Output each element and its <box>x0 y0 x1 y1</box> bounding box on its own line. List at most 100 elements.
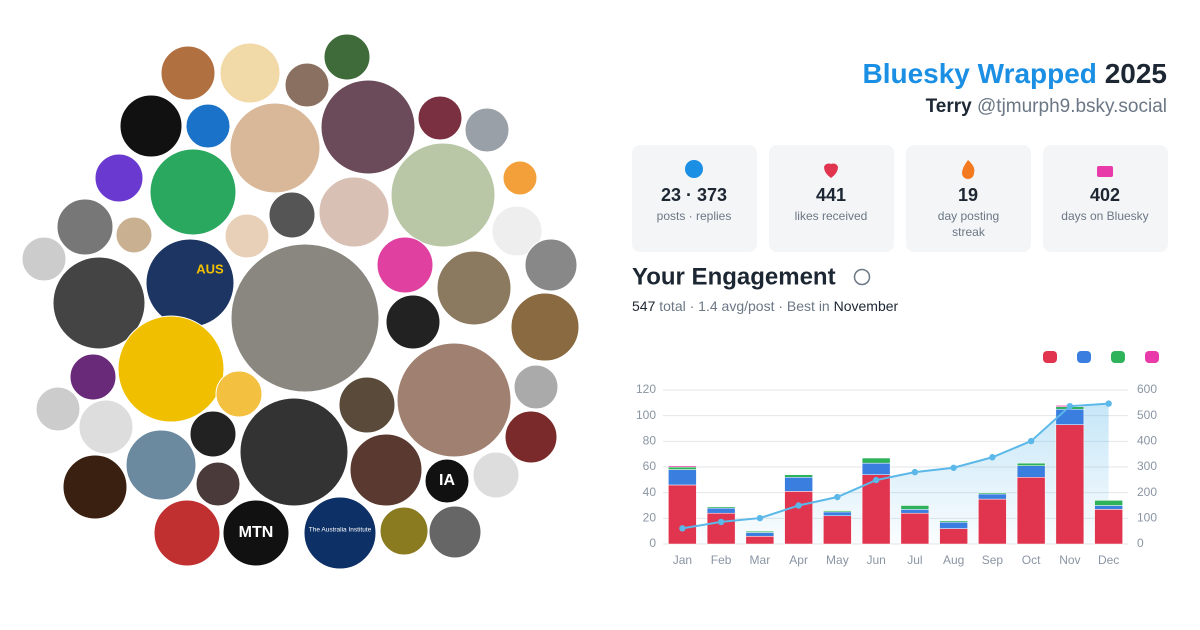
bar-segment <box>861 457 891 464</box>
bar-segment <box>1055 409 1085 425</box>
avatar <box>417 95 463 141</box>
y2-tick-label: 100 <box>1137 511 1157 525</box>
stat-value: 441 <box>816 185 846 205</box>
avatar <box>323 33 371 81</box>
info-icon <box>853 268 871 286</box>
legend-icon <box>1145 351 1159 363</box>
avatar <box>513 364 559 410</box>
avatar <box>117 315 225 423</box>
y2-tick-label: 0 <box>1137 536 1144 550</box>
y-tick-label: 60 <box>643 459 657 473</box>
line-point <box>872 476 880 484</box>
bar-segment <box>823 511 852 517</box>
stat-label: likes received <box>795 209 868 223</box>
bar-segment <box>1055 424 1085 545</box>
avatar <box>390 142 496 248</box>
y-tick-label: 120 <box>636 382 656 396</box>
avatar <box>222 499 290 567</box>
avatar <box>94 153 144 203</box>
avatar-text: IA <box>439 472 455 489</box>
x-tick-label: Feb <box>711 553 732 567</box>
x-tick-label: Jul <box>907 553 922 567</box>
avatar <box>524 238 578 292</box>
bar-segment <box>668 466 697 470</box>
avatar <box>230 243 380 393</box>
bar-segment <box>745 536 775 545</box>
stat-label-box: day posting streak <box>937 209 1000 239</box>
title: Bluesky Wrapped 2025 <box>862 58 1167 89</box>
avatar <box>62 454 128 520</box>
bar-segment <box>1016 465 1046 478</box>
icon-posts <box>685 160 703 178</box>
bar-segment <box>939 521 968 529</box>
bar-segment <box>668 465 697 468</box>
avatar <box>160 45 216 101</box>
stat-cards: 23 · 373 posts · replies 441 likes recei… <box>632 145 1168 252</box>
avatar <box>424 458 470 504</box>
avatar <box>219 42 281 104</box>
avatar <box>52 256 146 350</box>
card <box>632 145 757 252</box>
avatar <box>119 94 183 158</box>
stat-label: posts · replies <box>657 209 732 223</box>
bar-segment <box>1094 500 1123 506</box>
avatar <box>338 376 396 434</box>
bar-segment <box>1094 509 1123 545</box>
avatar <box>510 292 580 362</box>
stat-label: days on Bluesky <box>1061 209 1148 223</box>
avatar <box>21 236 67 282</box>
avatar <box>153 499 221 567</box>
line-point <box>911 468 919 476</box>
stat-value: 23 · 373 <box>661 185 727 205</box>
line-point <box>679 525 686 532</box>
y-tick-label: 100 <box>636 408 656 422</box>
bar-segment <box>939 520 968 523</box>
bar-segment <box>706 512 736 545</box>
avatar-text: The Australia Institute <box>309 527 372 534</box>
bar-segment <box>900 512 930 545</box>
bar-segment <box>784 477 813 492</box>
avatar <box>239 397 349 507</box>
avatar <box>464 107 510 153</box>
avatar <box>35 386 81 432</box>
line-point <box>717 518 725 526</box>
bar-segment <box>668 484 697 545</box>
avatar <box>472 451 520 499</box>
avatar <box>145 238 235 328</box>
avatar <box>502 160 538 196</box>
bar-segment <box>978 498 1007 545</box>
bar-segment <box>745 530 775 533</box>
x-tick-label: Jun <box>866 553 885 567</box>
avatar-cloud: AUS MTN IA The Australia Institute <box>21 33 580 570</box>
bar-segment <box>706 506 736 509</box>
avatar <box>385 294 441 350</box>
x-tick-label: Jan <box>673 553 692 567</box>
line-point <box>1027 437 1035 445</box>
avatar <box>115 216 153 254</box>
bar-segment <box>1016 477 1046 545</box>
y2-tick-label: 200 <box>1137 485 1157 499</box>
avatar <box>149 148 237 236</box>
bar-segment <box>1016 462 1046 466</box>
bar-segment <box>900 509 930 514</box>
avatar <box>320 79 416 175</box>
avatar <box>491 205 543 257</box>
bar-segment <box>978 492 1007 495</box>
engagement-chart: 0 20 40 60 80 100 120 0 100 200 300 400 500 600 Jan Feb… <box>636 351 1159 567</box>
avatar <box>195 461 241 507</box>
avatar-text: MTN <box>239 524 274 541</box>
avatar <box>376 236 434 294</box>
avatar <box>379 506 429 556</box>
avatar <box>185 103 231 149</box>
avatar <box>436 250 512 326</box>
stat-label: day posting streak <box>937 209 1000 239</box>
card <box>769 145 894 252</box>
icon-cake <box>1097 166 1113 177</box>
y2-tick-label: 300 <box>1137 459 1157 473</box>
bar-segment <box>900 505 930 510</box>
bar-segment <box>706 507 736 514</box>
x-tick-label: May <box>826 553 849 567</box>
avatar <box>78 399 134 455</box>
avatar <box>125 429 197 501</box>
